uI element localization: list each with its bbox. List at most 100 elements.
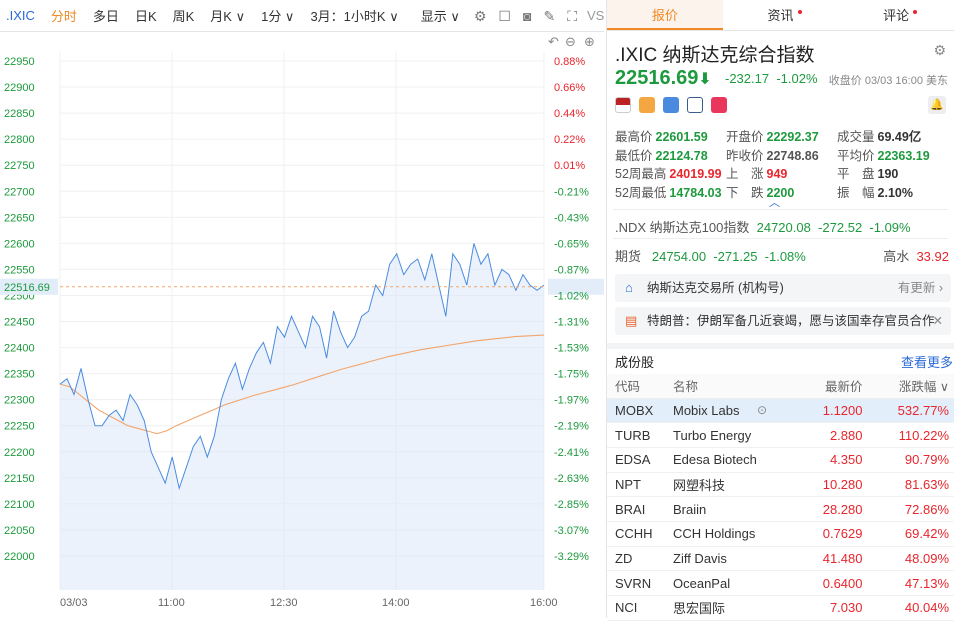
pct-tick-label: 0.22% xyxy=(554,134,585,146)
range-dropdown[interactable]: 3月：1小时K ∨ xyxy=(302,6,406,25)
col-code[interactable]: 代码 xyxy=(607,374,673,398)
symbol-selector[interactable]: .IXIC xyxy=(0,8,43,23)
col-price[interactable]: 最新价 xyxy=(799,374,868,398)
bell-icon[interactable]: 🔔 xyxy=(928,96,946,114)
pct-tick-label: -1.02% xyxy=(554,290,589,302)
stat-label: 52周最高 xyxy=(615,167,666,181)
last-price: 22516.69⬇ xyxy=(615,67,712,90)
tab-news[interactable]: 资讯 xyxy=(723,0,839,30)
cell-price: 4.350 xyxy=(799,447,868,472)
tab-monthly-k[interactable]: 月K ∨ xyxy=(202,6,253,25)
stat-label: 成交量 xyxy=(837,130,875,144)
see-more-link[interactable]: 查看更多 xyxy=(901,352,953,371)
y-tick-label: 22600 xyxy=(4,238,35,250)
price-axis-labels: 2295022900228502280022750227002265022600… xyxy=(4,56,35,563)
col-name[interactable]: 名称 xyxy=(673,374,799,398)
pct-tick-label: -0.21% xyxy=(554,186,589,198)
interval-dropdown[interactable]: 1分 ∨ xyxy=(253,6,302,25)
fullscreen-icon[interactable]: ⛶ xyxy=(567,8,577,24)
y-tick-label: 22300 xyxy=(4,395,35,407)
watch-icon[interactable]: ⊙ xyxy=(757,403,767,417)
lightning-icon[interactable] xyxy=(639,97,655,113)
tab-quote[interactable]: 报价 xyxy=(607,0,723,30)
cell-pct: 69.42% xyxy=(869,521,954,546)
close-icon[interactable]: ✕ xyxy=(933,307,943,335)
pct-tick-label: -0.87% xyxy=(554,264,589,276)
y-tick-label: 22950 xyxy=(4,56,35,68)
y-tick-label: 22900 xyxy=(4,82,35,94)
zoom-out-icon: ⊖ xyxy=(565,34,576,49)
stat-value: 22601.59 xyxy=(656,130,708,144)
futures-row[interactable]: 期货 24754.00 -271.25 -1.08% 高水 33.92 xyxy=(615,246,949,265)
tag-icon[interactable] xyxy=(663,97,679,113)
stat-value: 14784.03 xyxy=(669,186,721,200)
price-value: 22516.69 xyxy=(615,67,698,89)
stat-label: 昨收价 xyxy=(726,149,764,163)
y-tick-label: 22800 xyxy=(4,134,35,146)
cell-pct: 72.86% xyxy=(869,497,954,522)
y-tick-label: 22150 xyxy=(4,473,35,485)
tab-daily-k[interactable]: 日K xyxy=(127,6,165,25)
tab-intraday[interactable]: 分时 xyxy=(43,6,85,25)
undo-icon: ↶ xyxy=(548,34,559,49)
checkbox-icon[interactable]: ☐ xyxy=(498,8,511,24)
stat-value: 69.49亿 xyxy=(878,130,922,144)
news-item-headline[interactable]: ▤特朗普：伊朗军备几近衰竭，愿与该国幸存官员合作✕ xyxy=(615,307,951,335)
news-item-exchange[interactable]: ⌂纳斯达克交易所 (机构号)有更新 › xyxy=(615,274,951,302)
ndx-row[interactable]: .NDX 纳斯达克100指数 24720.08 -272.52 -1.09% xyxy=(615,217,911,236)
display-dropdown[interactable]: 显示 ∨ xyxy=(413,6,468,25)
settings-icon[interactable]: ⚙ xyxy=(474,8,487,24)
pct-tick-label: -2.85% xyxy=(554,499,589,511)
col-pct[interactable]: 涨跌幅 ∨ xyxy=(869,374,954,398)
heart-icon[interactable] xyxy=(711,97,727,113)
stat-label: 下 跌 xyxy=(726,186,764,200)
pct-tick-label: -1.97% xyxy=(554,395,589,407)
y-tick-label: 22000 xyxy=(4,551,35,563)
pct-tick-label: 0.44% xyxy=(554,108,585,120)
tab-comments[interactable]: 评论 xyxy=(838,0,954,30)
components-header: 成份股 查看更多 xyxy=(615,352,954,371)
cell-code: TURB xyxy=(607,423,673,448)
pct-tick-label: 0.88% xyxy=(554,56,585,68)
futures-label: 期货 xyxy=(615,249,641,264)
ndx-label: .NDX 纳斯达克100指数 xyxy=(615,220,749,235)
tab-news-label: 资讯 xyxy=(768,8,794,23)
stat-label: 上 涨 xyxy=(726,167,764,181)
camera-icon[interactable]: ◙ xyxy=(523,8,531,24)
cell-name: OceanPal xyxy=(673,571,799,596)
pct-tick-label: -0.43% xyxy=(554,212,589,224)
tab-weekly-k[interactable]: 周K xyxy=(165,6,203,25)
list-icon[interactable] xyxy=(687,97,703,113)
intraday-chart[interactable]: 2295022900228502280022750227002265022600… xyxy=(0,32,604,618)
compare-button[interactable]: VS xyxy=(583,8,608,23)
cell-price: 10.280 xyxy=(799,472,868,497)
expand-chevron-icon[interactable]: ︿ xyxy=(769,194,780,210)
cell-code: BRAI xyxy=(607,497,673,522)
tab-multiday[interactable]: 多日 xyxy=(85,6,127,25)
news-update-link[interactable]: 有更新 › xyxy=(898,274,943,302)
chart-toolbar: .IXIC 分时 多日 日K 周K 月K ∨ 1分 ∨ 3月：1小时K ∨ 显示… xyxy=(0,0,604,32)
futures-value: 24754.00 xyxy=(652,249,706,264)
building-icon: ⌂ xyxy=(625,274,633,302)
gear-icon[interactable]: ⚙ xyxy=(933,42,946,59)
zoom-in-icon: ⊕ xyxy=(584,34,595,49)
quote-panel: 报价 资讯 评论 .IXIC 纳斯达克综合指数 ⚙ 22516.69⬇ -232… xyxy=(606,0,954,618)
market-badges xyxy=(615,97,727,113)
draw-icon[interactable]: ✎ xyxy=(543,8,555,24)
components-title: 成份股 xyxy=(615,355,654,370)
